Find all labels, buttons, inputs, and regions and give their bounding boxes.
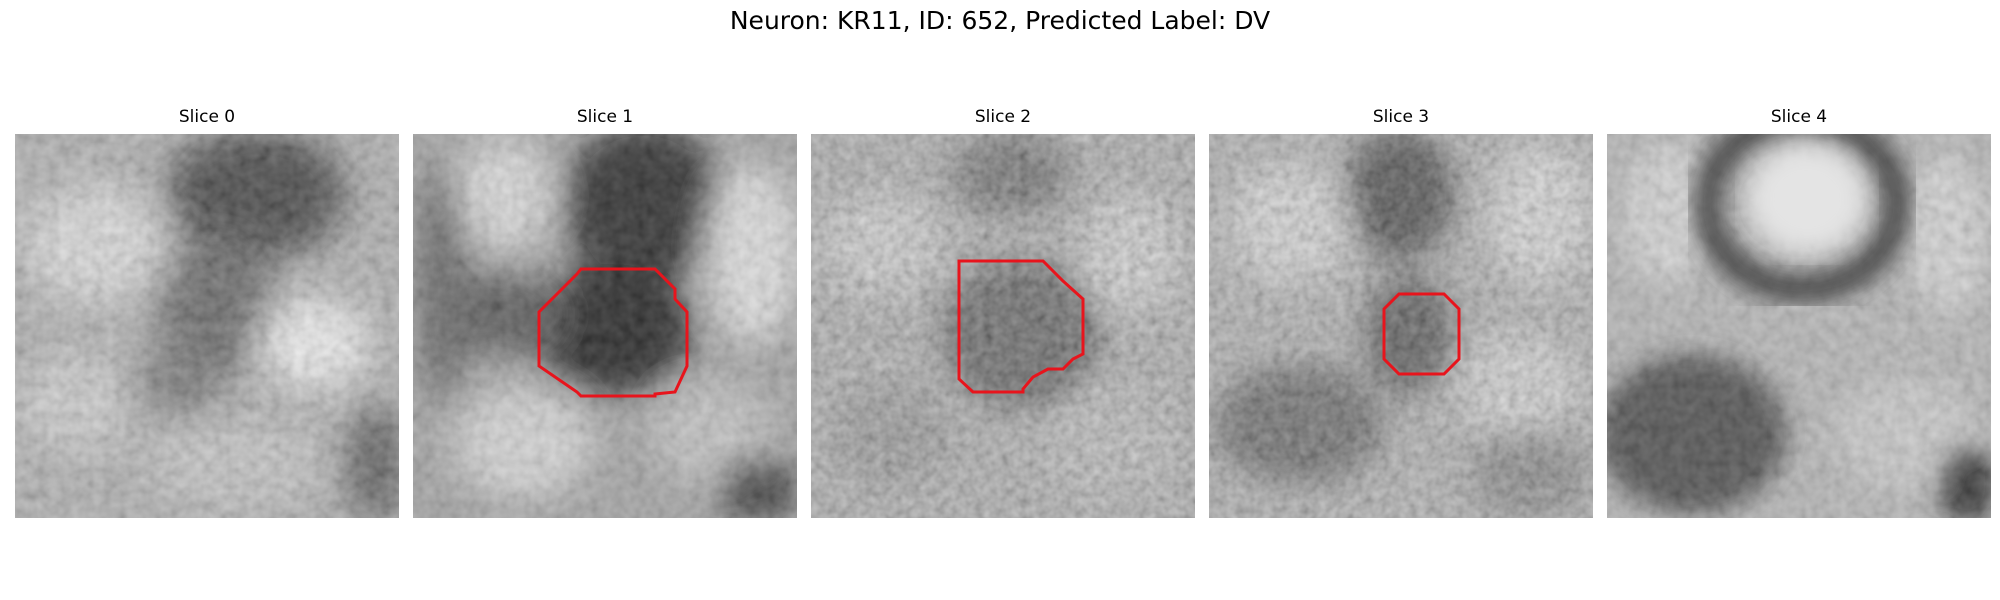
slice-title-4: Slice 4 bbox=[1770, 107, 1828, 127]
slice-image-4 bbox=[1607, 134, 1991, 518]
slice-image-0 bbox=[15, 134, 399, 518]
slice-title-1: Slice 1 bbox=[576, 107, 634, 127]
neuron-contour-1 bbox=[537, 267, 689, 398]
slice-image-2 bbox=[811, 134, 1195, 518]
neuron-contour-3 bbox=[1382, 292, 1461, 376]
slice-title-0: Slice 0 bbox=[178, 107, 236, 127]
figure-title: Neuron: KR11, ID: 652, Predicted Label: … bbox=[729, 6, 1271, 35]
slice-title-3: Slice 3 bbox=[1372, 107, 1430, 127]
neuron-contour-2 bbox=[957, 259, 1085, 394]
slice-image-3 bbox=[1209, 134, 1593, 518]
slice-image-1 bbox=[413, 134, 797, 518]
slice-title-2: Slice 2 bbox=[974, 107, 1032, 127]
